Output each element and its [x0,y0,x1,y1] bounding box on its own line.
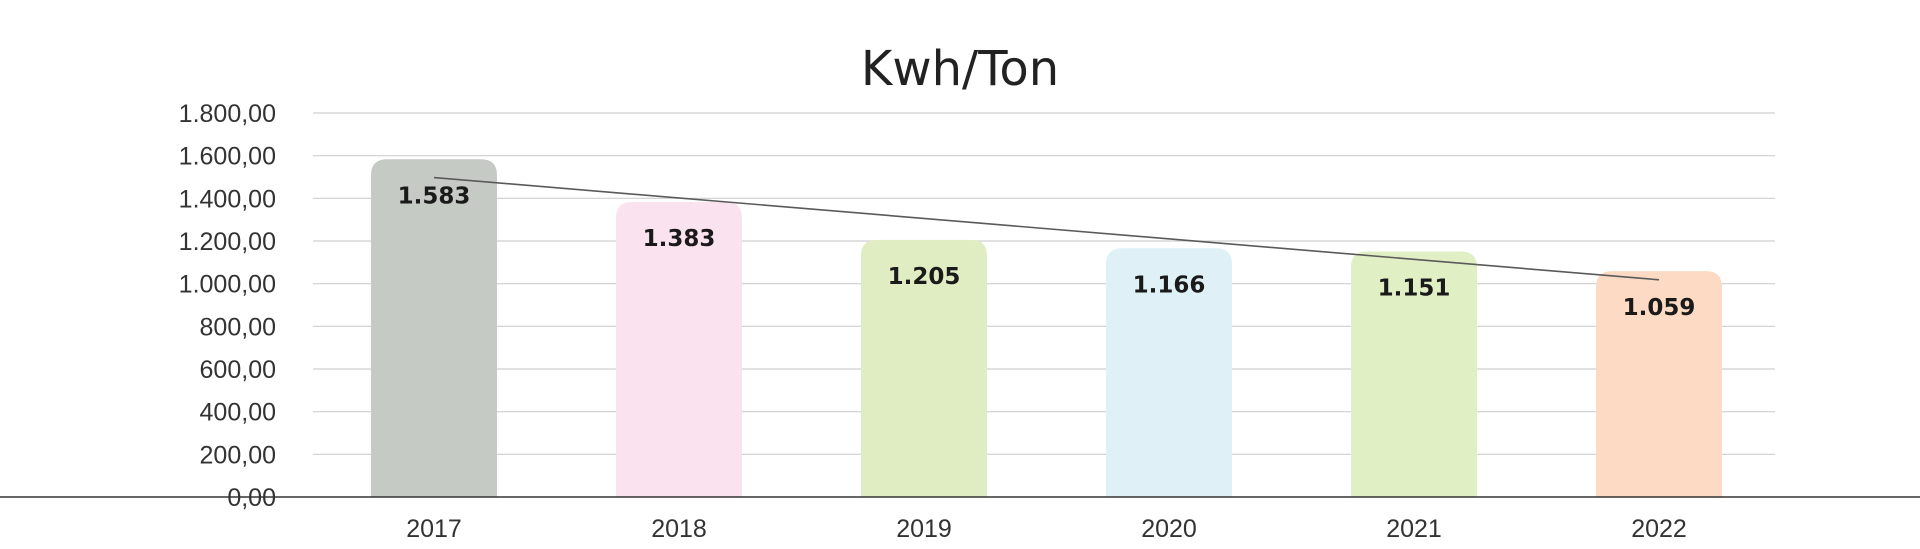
bars [371,159,1722,497]
y-tick-label: 0,00 [227,484,276,512]
chart-title: Kwh/Ton [861,41,1059,97]
data-labels: 1.583 1.383 1.205 1.166 1.151 1.059 [398,183,1696,321]
x-tick-label: 2017 [406,515,462,543]
trendline-line [433,176,1660,281]
gridlines [313,112,1775,455]
x-tick-label: 2022 [1631,515,1687,543]
y-tick-label: 800,00 [200,313,276,341]
y-tick-label: 1.600,00 [179,143,276,171]
data-label: 1.205 [888,264,961,290]
x-tick-label: 2020 [1141,515,1197,543]
data-label: 1.583 [398,183,471,209]
y-tick-label: 400,00 [200,399,276,427]
y-tick-label: 600,00 [200,356,276,384]
y-tick-label: 1.400,00 [179,185,276,213]
y-tick-label: 200,00 [200,441,276,469]
data-label: 1.059 [1623,295,1696,321]
trendline [433,176,1660,281]
data-label: 1.383 [643,226,716,252]
bar-2022 [1596,271,1722,497]
y-tick-label: 1.800,00 [179,100,276,128]
y-tick-label: 1.200,00 [179,228,276,256]
x-tick-label: 2019 [896,515,952,543]
data-label: 1.151 [1378,275,1451,301]
bar-2017 [371,159,497,497]
x-axis-tick-labels: 2017 2018 2019 2020 2021 2022 [406,515,1687,543]
bar-2021 [1351,251,1477,497]
x-tick-label: 2018 [651,515,707,543]
data-label: 1.166 [1133,272,1206,298]
bar-2019 [861,239,987,497]
x-tick-label: 2021 [1386,515,1442,543]
y-tick-label: 1.000,00 [179,271,276,299]
bar-2020 [1106,248,1232,497]
bar-2018 [616,201,742,497]
y-axis-tick-labels: 0,00 200,00 400,00 600,00 800,00 1.000,00 1.20… [179,100,276,512]
